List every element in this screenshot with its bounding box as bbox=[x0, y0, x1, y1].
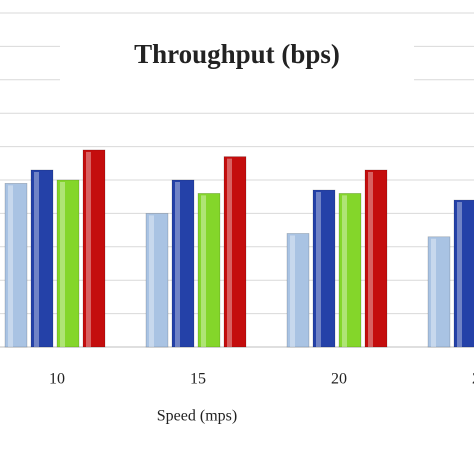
bar-highlight bbox=[149, 215, 154, 347]
bar bbox=[453, 199, 474, 348]
bar-highlight bbox=[201, 195, 206, 347]
title-backdrop bbox=[60, 30, 414, 86]
bar-highlight bbox=[60, 182, 65, 347]
bar bbox=[223, 156, 247, 348]
x-axis-title: Speed (mps) bbox=[157, 408, 237, 425]
bar bbox=[171, 179, 195, 348]
bar bbox=[56, 179, 80, 348]
bar bbox=[82, 149, 106, 348]
bar bbox=[427, 236, 451, 348]
bar-highlight bbox=[431, 238, 436, 347]
bar-highlight bbox=[368, 171, 373, 347]
bar-highlight bbox=[86, 151, 91, 347]
x-tick-label: 25 bbox=[472, 371, 474, 388]
bar bbox=[145, 213, 169, 348]
bar bbox=[364, 169, 388, 348]
bar bbox=[312, 189, 336, 348]
x-tick-label: 15 bbox=[190, 371, 206, 388]
x-tick-label: 10 bbox=[49, 371, 65, 388]
bar bbox=[286, 233, 310, 348]
bar-highlight bbox=[342, 195, 347, 347]
bar bbox=[30, 169, 54, 348]
bar-highlight bbox=[175, 182, 180, 347]
bar-highlight bbox=[457, 202, 462, 347]
bar-highlight bbox=[34, 171, 39, 347]
chart-title: Throughput (bps) bbox=[134, 39, 340, 69]
bar-highlight bbox=[290, 235, 295, 347]
bars bbox=[4, 149, 474, 348]
x-tick-label: 20 bbox=[331, 371, 347, 388]
bar-highlight bbox=[227, 158, 232, 347]
bar-highlight bbox=[316, 192, 321, 347]
bar bbox=[338, 193, 362, 348]
bar-highlight bbox=[8, 185, 13, 347]
bar bbox=[197, 193, 221, 348]
bar bbox=[4, 183, 28, 348]
